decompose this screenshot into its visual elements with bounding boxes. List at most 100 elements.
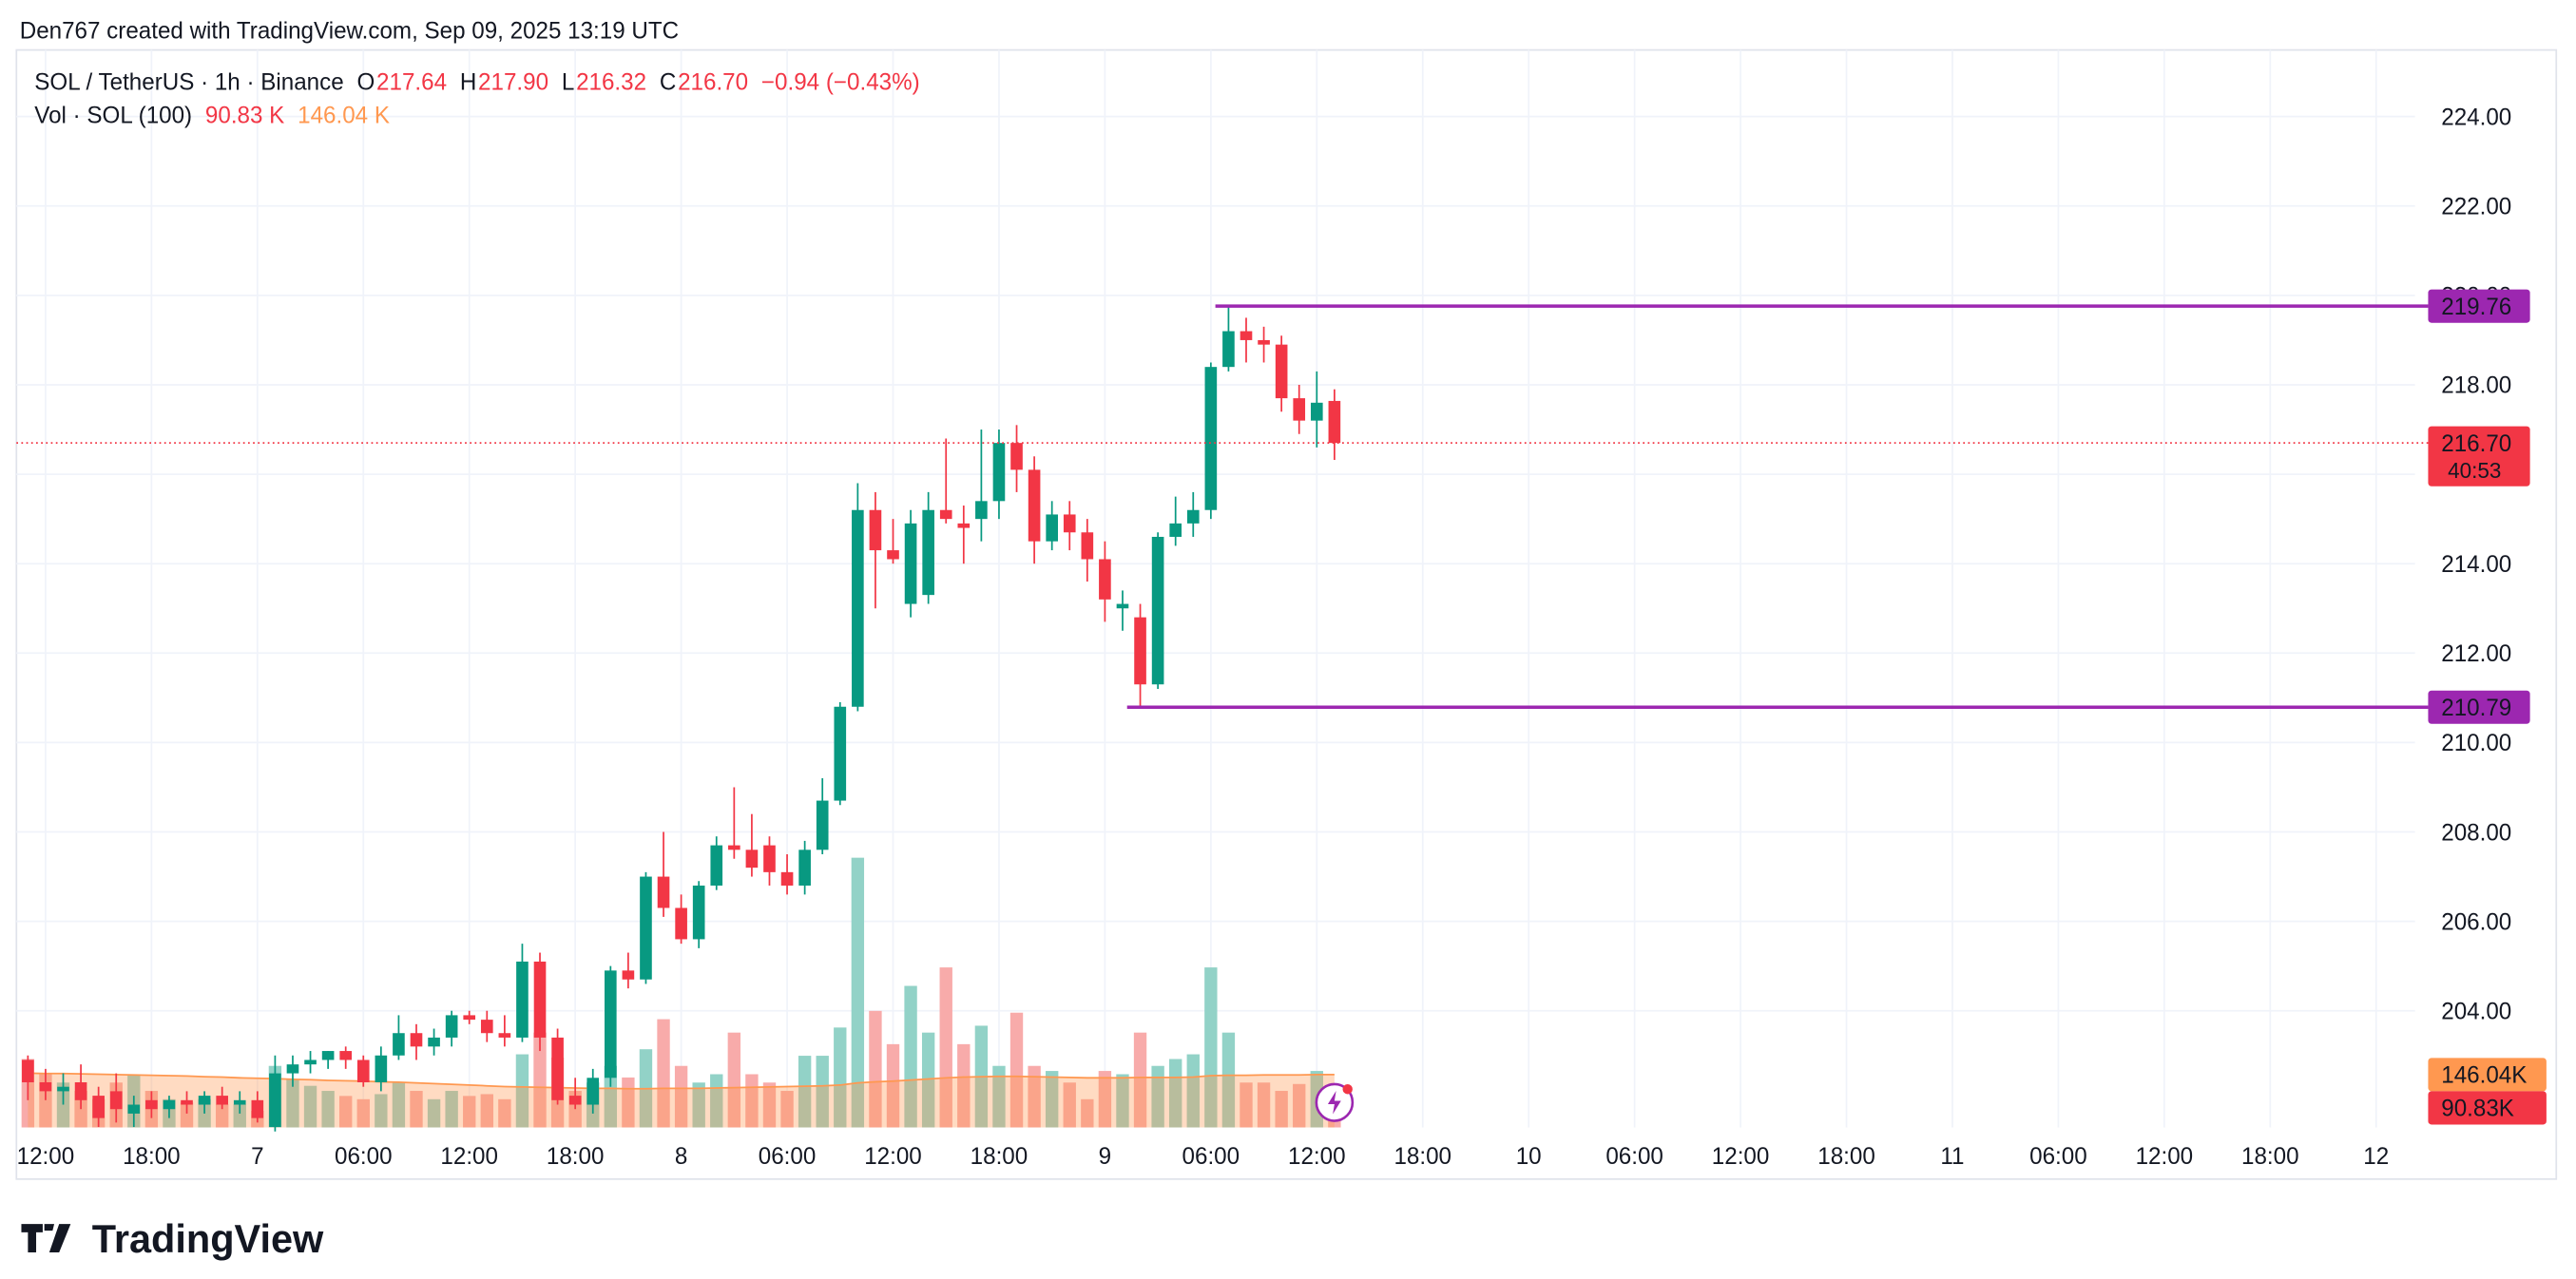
- volume-bar: [1204, 967, 1218, 1128]
- x-tick-label: 12:00: [1288, 1144, 1346, 1170]
- level-label-box: [2428, 690, 2530, 724]
- candle-body: [304, 1059, 317, 1065]
- volume-bar: [463, 1096, 476, 1128]
- candle-body: [586, 1078, 600, 1105]
- volume-axis-box: [2428, 1058, 2547, 1092]
- volume-bar: [921, 1032, 935, 1128]
- candle-body: [904, 523, 917, 604]
- y-tick-label: 210.00: [2441, 731, 2511, 756]
- y-tick-label: 224.00: [2441, 105, 2511, 130]
- volume-bar: [375, 1094, 388, 1128]
- candle-body: [286, 1064, 299, 1074]
- volume-bar: [321, 1091, 335, 1128]
- candle-body: [834, 706, 847, 801]
- volume-bar: [992, 1065, 1006, 1128]
- candle-body: [216, 1096, 228, 1105]
- volume-bar: [622, 1077, 635, 1128]
- volume-bar: [1240, 1082, 1253, 1128]
- candle-body: [181, 1099, 193, 1105]
- candle-body: [74, 1081, 87, 1100]
- x-tick-label: 18:00: [971, 1144, 1028, 1170]
- candle-body: [657, 876, 670, 908]
- candle-body: [939, 509, 952, 520]
- volume-bar: [533, 1032, 547, 1128]
- volume-bar: [834, 1027, 847, 1128]
- candle-body: [640, 876, 652, 980]
- candle-body: [922, 509, 934, 596]
- candle-body: [1081, 532, 1094, 560]
- candle-body: [551, 1037, 564, 1100]
- volume-bar: [1028, 1065, 1041, 1128]
- volume-bar: [339, 1096, 353, 1128]
- candle-body: [1046, 514, 1058, 542]
- volume-bar: [1098, 1071, 1112, 1128]
- candle-body: [692, 885, 705, 940]
- level-label-box: [2428, 289, 2530, 323]
- volume-bar: [180, 1102, 194, 1128]
- volume-bar: [762, 1082, 777, 1128]
- candle-body: [1134, 617, 1146, 685]
- volume-bar: [851, 857, 865, 1128]
- candle-body: [1310, 402, 1323, 421]
- candle-body: [622, 970, 635, 980]
- volume-bar: [1275, 1091, 1288, 1128]
- volume-bar: [1293, 1083, 1306, 1128]
- x-tick-label: 9: [1099, 1144, 1111, 1170]
- x-tick-label: 06:00: [1605, 1144, 1663, 1170]
- volume-bar: [780, 1091, 794, 1128]
- volume-axis-label: 90.83K: [2441, 1097, 2514, 1122]
- x-tick-label: 06:00: [335, 1144, 393, 1170]
- y-tick-label: 218.00: [2441, 373, 2511, 399]
- candle-body: [1258, 339, 1270, 345]
- candle-body: [816, 800, 829, 850]
- volume-bar: [1116, 1074, 1129, 1128]
- volume-ma-area: [28, 1073, 1335, 1128]
- candle-body: [852, 509, 864, 707]
- volume-bar: [657, 1019, 670, 1128]
- ohlc-value: 217.64: [376, 69, 447, 95]
- ohlc-key: H: [460, 69, 476, 95]
- x-tick-label: 18:00: [1817, 1144, 1875, 1170]
- volume-bar: [515, 1054, 529, 1128]
- volume-bar: [445, 1091, 458, 1128]
- candle-body: [269, 1073, 281, 1128]
- ohlc-key: L: [562, 69, 574, 95]
- volume-bar: [1257, 1082, 1271, 1128]
- candle-body: [410, 1033, 423, 1047]
- x-tick-label: 12:00: [440, 1144, 498, 1170]
- candle-body: [57, 1086, 69, 1092]
- y-tick-label: 208.00: [2441, 820, 2511, 846]
- candle-body: [533, 961, 547, 1038]
- ohlc-value: 217.90: [478, 69, 548, 95]
- volume-bar: [674, 1065, 688, 1128]
- level-label: 210.79: [2441, 696, 2511, 721]
- candle-body: [428, 1037, 440, 1047]
- last-price-label: 216.70: [2441, 431, 2511, 457]
- candle-body: [251, 1099, 264, 1118]
- x-tick-label: 12:00: [17, 1144, 75, 1170]
- candle-body: [1204, 367, 1218, 510]
- replay-icon-bolt: [1327, 1090, 1341, 1115]
- candle-body: [728, 845, 740, 850]
- x-tick-label: 12:00: [864, 1144, 922, 1170]
- x-tick-label: 06:00: [2029, 1144, 2087, 1170]
- level-label: 219.76: [2441, 295, 2511, 320]
- change: −0.94 (−0.43%): [761, 69, 920, 95]
- x-tick-label: 12: [2363, 1144, 2389, 1170]
- volume-value: 90.83 K: [205, 104, 284, 129]
- candle-body: [1063, 514, 1076, 533]
- candle-body: [109, 1091, 123, 1110]
- ohlc-key: C: [660, 69, 676, 95]
- replay-icon-dot: [1342, 1083, 1353, 1095]
- candle-body: [1186, 509, 1200, 524]
- volume-bar: [816, 1056, 829, 1128]
- candle-body: [1099, 559, 1111, 600]
- brand: TradingView: [92, 1216, 324, 1261]
- y-tick-label: 214.00: [2441, 552, 2511, 578]
- candles: [22, 306, 1341, 1132]
- candle-body: [498, 1033, 511, 1038]
- volume-bar: [1081, 1098, 1094, 1128]
- x-tick-label: 7: [251, 1144, 263, 1170]
- candle-body: [975, 501, 988, 520]
